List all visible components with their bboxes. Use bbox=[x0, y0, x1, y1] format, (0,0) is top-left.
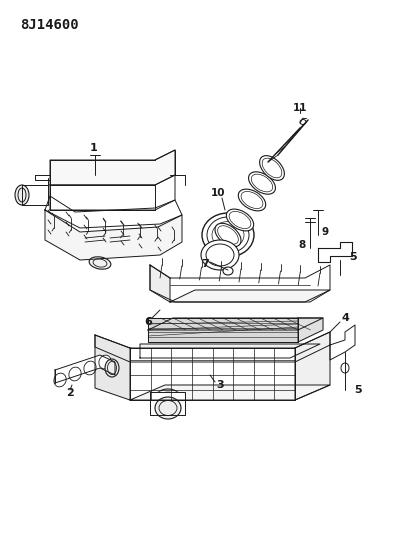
Text: 4: 4 bbox=[341, 313, 349, 323]
Polygon shape bbox=[330, 325, 355, 360]
Text: 11: 11 bbox=[293, 103, 307, 113]
Polygon shape bbox=[55, 355, 115, 383]
Text: 1: 1 bbox=[90, 143, 98, 153]
Ellipse shape bbox=[105, 359, 119, 377]
Polygon shape bbox=[140, 344, 320, 358]
Polygon shape bbox=[35, 175, 50, 180]
Ellipse shape bbox=[84, 361, 96, 375]
Ellipse shape bbox=[259, 156, 284, 180]
Polygon shape bbox=[148, 318, 323, 330]
Text: 8J14600: 8J14600 bbox=[20, 18, 79, 32]
Ellipse shape bbox=[99, 355, 111, 369]
Polygon shape bbox=[295, 332, 330, 400]
Polygon shape bbox=[95, 332, 330, 362]
Polygon shape bbox=[50, 185, 155, 210]
Polygon shape bbox=[45, 196, 182, 228]
Polygon shape bbox=[95, 335, 130, 400]
Polygon shape bbox=[130, 348, 295, 400]
Polygon shape bbox=[45, 210, 182, 260]
Ellipse shape bbox=[15, 185, 29, 205]
Text: 8: 8 bbox=[298, 240, 306, 250]
Ellipse shape bbox=[215, 223, 241, 247]
Ellipse shape bbox=[69, 367, 81, 381]
Ellipse shape bbox=[155, 397, 181, 419]
Polygon shape bbox=[22, 185, 48, 205]
Text: 3: 3 bbox=[216, 380, 224, 390]
Text: 2: 2 bbox=[66, 388, 74, 398]
Polygon shape bbox=[150, 392, 185, 415]
Ellipse shape bbox=[89, 257, 111, 269]
Polygon shape bbox=[148, 318, 298, 342]
Ellipse shape bbox=[238, 189, 266, 211]
Ellipse shape bbox=[54, 373, 66, 387]
Text: 7: 7 bbox=[201, 259, 209, 269]
Polygon shape bbox=[130, 385, 330, 400]
Text: 6: 6 bbox=[144, 317, 152, 327]
Polygon shape bbox=[150, 265, 170, 302]
Polygon shape bbox=[50, 150, 175, 185]
Ellipse shape bbox=[154, 389, 182, 411]
Ellipse shape bbox=[202, 213, 254, 257]
Ellipse shape bbox=[201, 240, 239, 270]
Ellipse shape bbox=[223, 267, 233, 275]
Ellipse shape bbox=[249, 172, 275, 194]
Polygon shape bbox=[170, 290, 330, 302]
Text: 5: 5 bbox=[354, 385, 362, 395]
Polygon shape bbox=[150, 265, 330, 302]
Text: 5: 5 bbox=[349, 252, 357, 262]
Polygon shape bbox=[50, 175, 175, 210]
Polygon shape bbox=[298, 318, 323, 342]
Text: 10: 10 bbox=[211, 188, 225, 198]
Ellipse shape bbox=[226, 209, 254, 231]
Text: 9: 9 bbox=[322, 227, 328, 237]
